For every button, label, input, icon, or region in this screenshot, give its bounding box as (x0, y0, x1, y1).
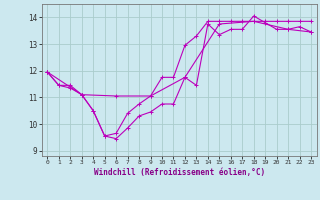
X-axis label: Windchill (Refroidissement éolien,°C): Windchill (Refroidissement éolien,°C) (94, 168, 265, 177)
